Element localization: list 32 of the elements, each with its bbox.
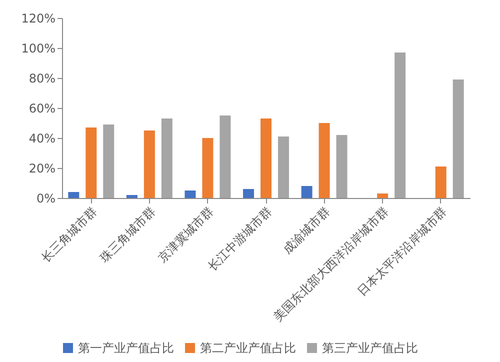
y-tick-label: 120% bbox=[21, 12, 56, 26]
bar bbox=[86, 128, 97, 198]
bar bbox=[377, 194, 388, 198]
x-tick-label: 珠三角城市群 bbox=[97, 204, 158, 265]
legend-label: 第二产业产值占比 bbox=[200, 341, 296, 355]
bar bbox=[336, 135, 348, 198]
y-tick-label: 60% bbox=[28, 102, 56, 116]
bar bbox=[144, 130, 155, 198]
legend-label: 第三产业产值占比 bbox=[322, 341, 418, 355]
y-tick-label: 80% bbox=[28, 72, 56, 86]
bar bbox=[452, 80, 464, 198]
y-tick-label: 100% bbox=[21, 42, 56, 56]
bar bbox=[318, 123, 330, 198]
y-tick-label: 40% bbox=[28, 132, 56, 146]
bar bbox=[184, 190, 196, 198]
bar bbox=[301, 186, 312, 198]
bar bbox=[126, 195, 138, 198]
bar bbox=[278, 136, 289, 198]
bar bbox=[435, 166, 446, 198]
bar bbox=[394, 52, 406, 198]
bar bbox=[68, 192, 80, 198]
bar bbox=[202, 138, 214, 198]
bar bbox=[243, 189, 254, 198]
y-tick-label: 0% bbox=[36, 192, 56, 206]
bar bbox=[220, 116, 231, 198]
bar bbox=[103, 124, 114, 198]
y-tick-label: 20% bbox=[28, 162, 56, 176]
legend-label: 第一产业产值占比 bbox=[78, 341, 174, 355]
x-tick-label: 长三角城市群 bbox=[38, 204, 100, 265]
x-tick-label: 成渝城市群 bbox=[280, 204, 333, 256]
bar bbox=[260, 118, 272, 198]
bar bbox=[161, 118, 172, 198]
